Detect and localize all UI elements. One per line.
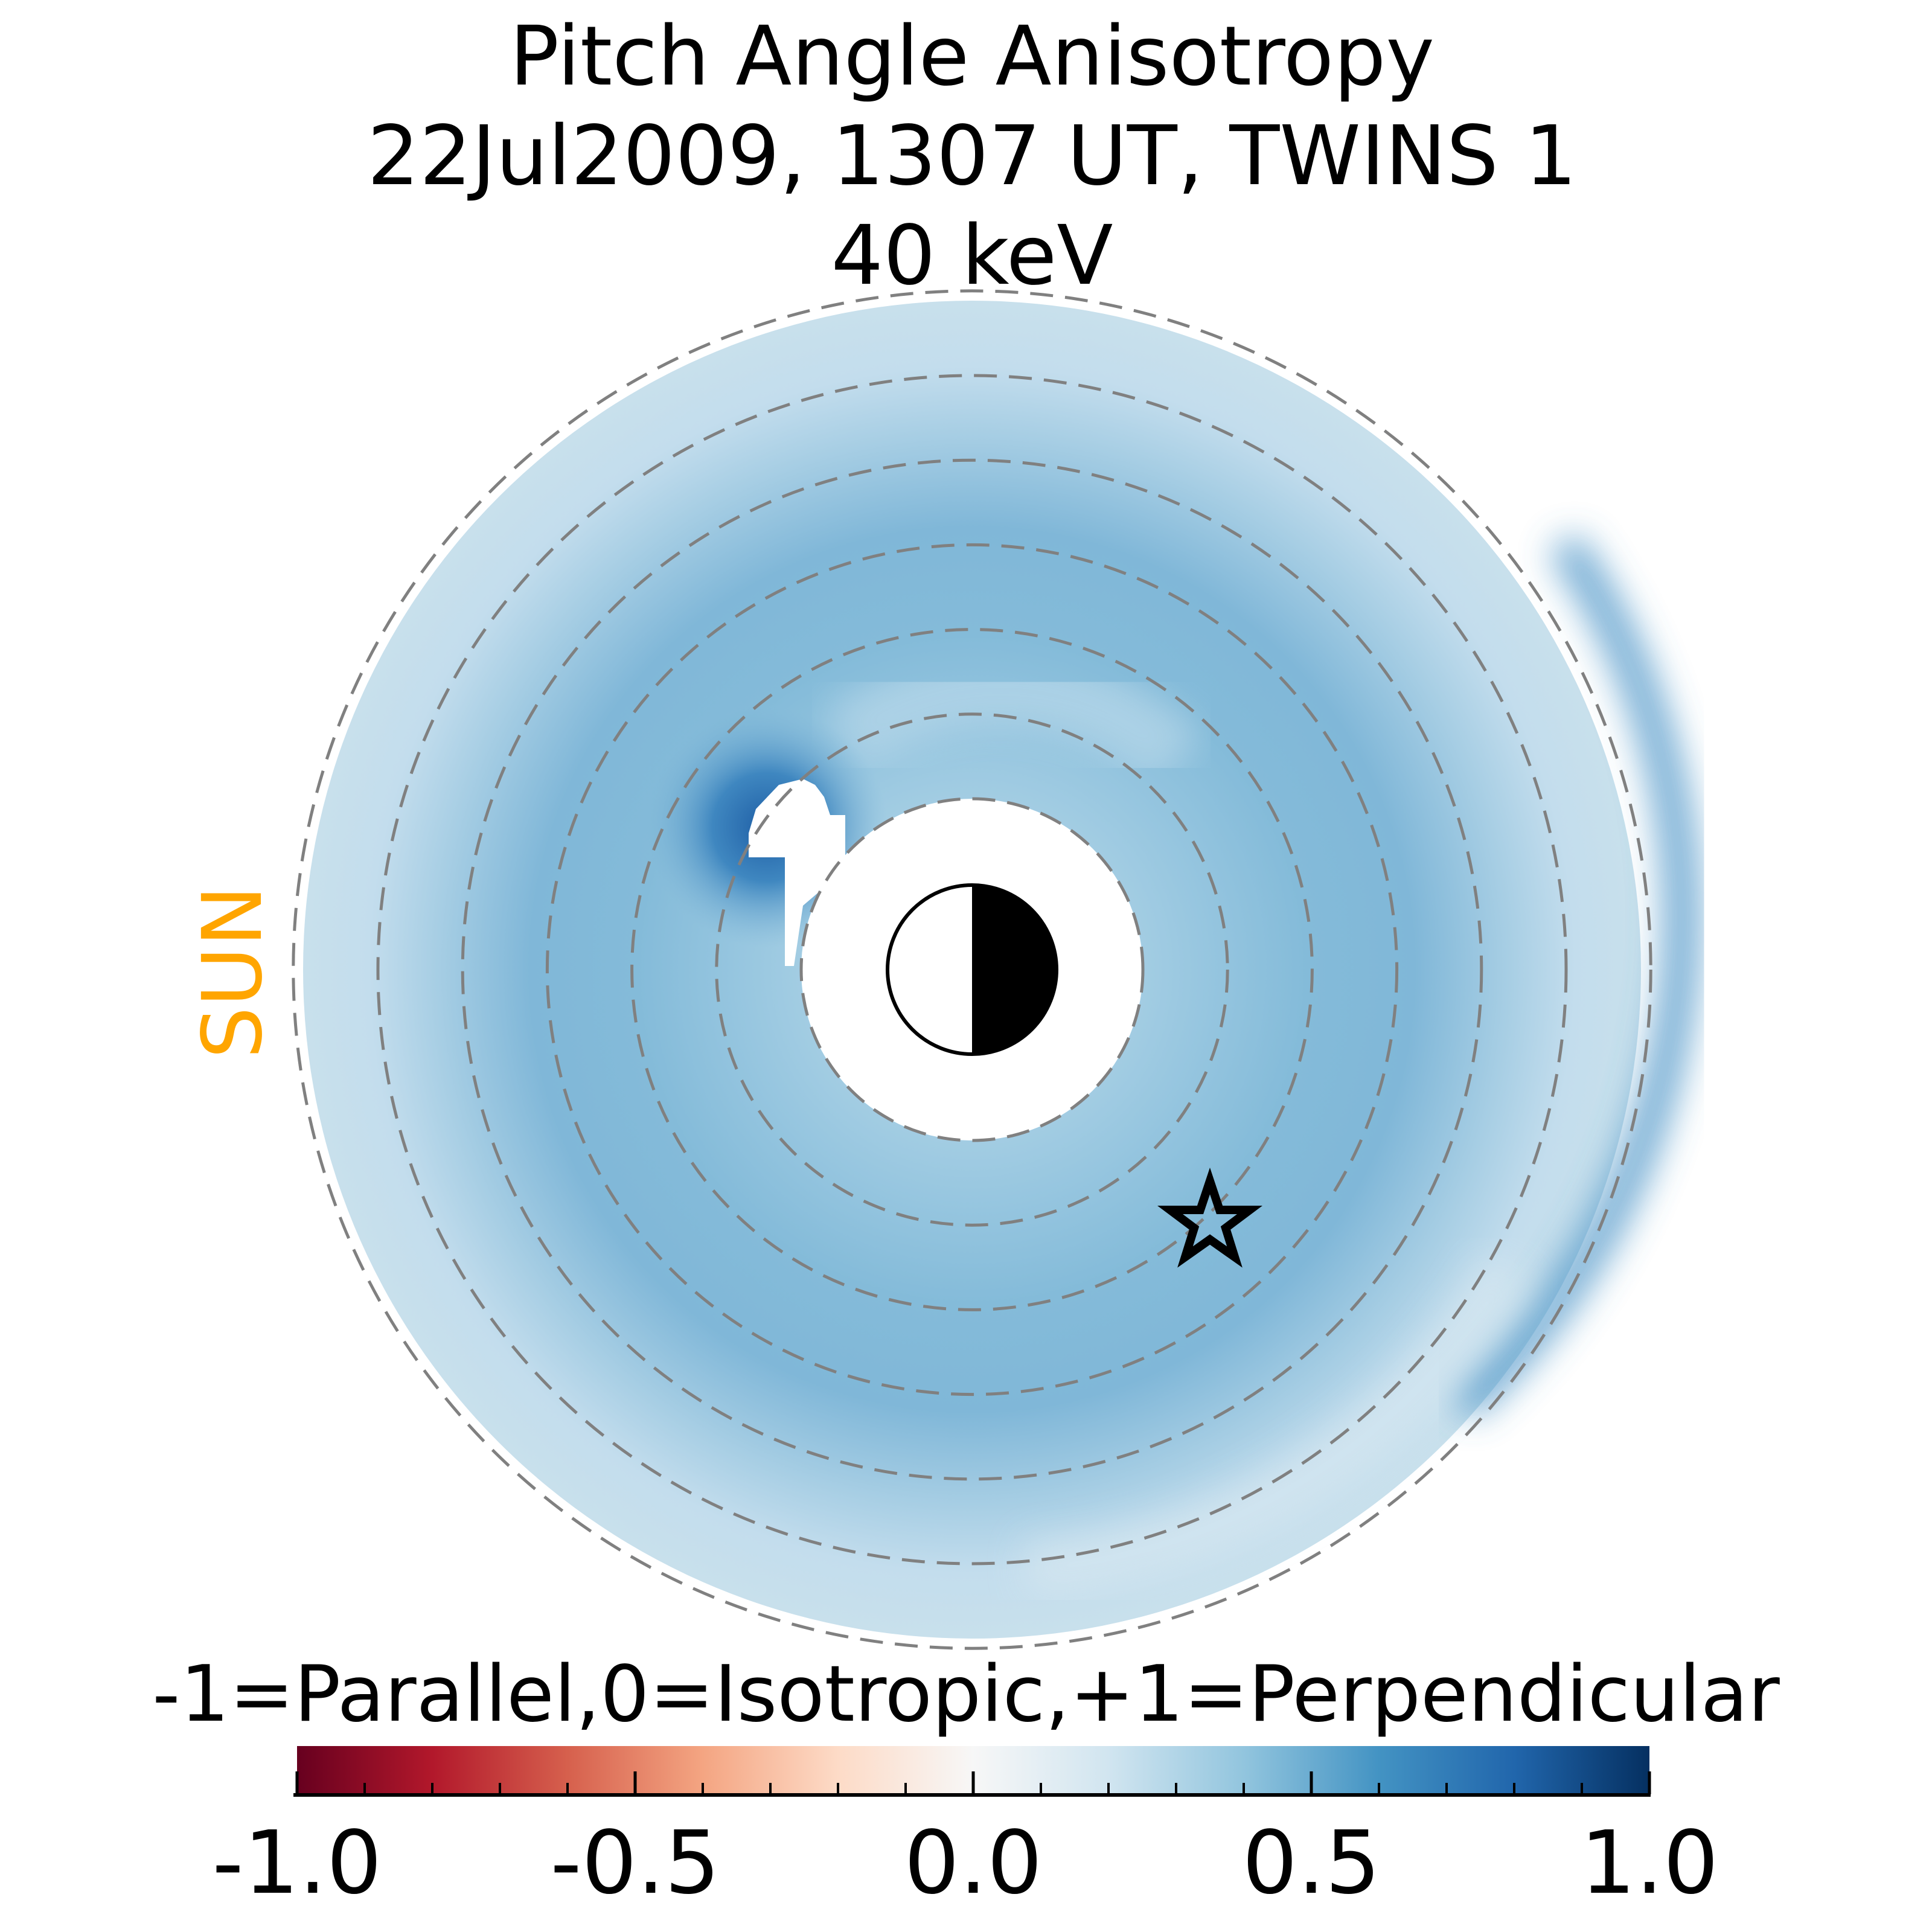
colorbar-tick-label: 0.0 xyxy=(904,1812,1042,1913)
reference-circle-1 xyxy=(799,797,1145,1142)
no-data-region-extension xyxy=(749,779,845,966)
heatmap-inner-light-arc xyxy=(823,653,1203,787)
reference-circle-3 xyxy=(630,628,1314,1311)
reference-circles xyxy=(292,289,1652,1650)
reference-circle-2 xyxy=(715,712,1229,1227)
colorbar-label: -1=Parallel,0=Isotropic,+1=Perpendicular xyxy=(152,1649,1780,1739)
colorbar-tick-label: 1.0 xyxy=(1580,1812,1718,1913)
title-line-3: 40 keV xyxy=(831,208,1113,304)
star-marker-icon xyxy=(1157,1167,1262,1268)
colorbar-tick-label: -1.0 xyxy=(213,1812,382,1913)
earth-day-night-icon xyxy=(886,883,1058,1056)
colorbar-tick-label: -0.5 xyxy=(551,1812,720,1913)
colorbar-ticks: -1.0 -0.5 0.0 0.5 1.0 xyxy=(213,1771,1719,1913)
reference-circle-7 xyxy=(292,289,1652,1650)
reference-circle-4 xyxy=(545,543,1399,1396)
title-line-1: Pitch Angle Anisotropy xyxy=(510,9,1435,104)
reference-circle-5 xyxy=(461,458,1483,1481)
reference-circle-6 xyxy=(376,374,1568,1566)
title-line-2: 22Jul2009, 1307 UT, TWINS 1 xyxy=(367,109,1577,204)
colorbar-tick-label: 0.5 xyxy=(1242,1812,1380,1913)
heatmap-lower-right-light-band xyxy=(1024,1254,1534,1597)
heatmap-dawn-edge-enhancement xyxy=(1450,534,1699,1419)
sun-direction-label: SUN xyxy=(185,885,281,1059)
